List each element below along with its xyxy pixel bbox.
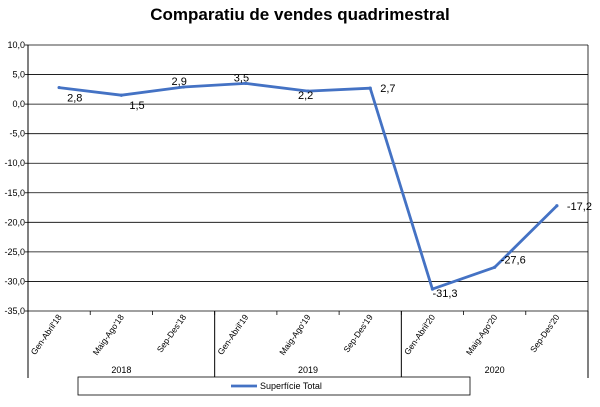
y-tick-label: 10,0 [7, 40, 25, 50]
data-label: 2,2 [298, 90, 313, 102]
y-tick-label: -35,0 [4, 306, 25, 316]
x-tick-label: Maig-Ago'20 [464, 312, 500, 357]
x-tick-label: Gen-Abril'18 [29, 312, 64, 356]
series-layer [57, 81, 559, 291]
data-label: 1,5 [129, 100, 144, 112]
legend-box [77, 376, 471, 396]
data-point [181, 85, 186, 89]
x-tick-label: Gen-Abril'19 [215, 312, 250, 356]
y-tick-label: -25,0 [4, 247, 25, 257]
x-tick-label: Sep-Des'20 [528, 312, 562, 354]
y-tick-label: -15,0 [4, 188, 25, 198]
data-label: 3,5 [234, 72, 249, 84]
data-point [555, 204, 559, 208]
data-labels: 2,8 1,5 2,9 3,5 2,2 2,7 -31,3 -27,6 -17,2 [67, 72, 592, 300]
x-group-label: 2019 [298, 365, 318, 375]
data-point [244, 81, 248, 86]
data-point [368, 86, 372, 90]
y-tick-label: 5,0 [12, 70, 25, 80]
gridlines [28, 44, 588, 312]
data-point [493, 265, 497, 269]
y-tick-label: -30,0 [4, 276, 25, 286]
data-point [119, 93, 123, 97]
data-label: -17,2 [567, 201, 592, 213]
x-tick-label: Gen-Abril'20 [402, 312, 437, 356]
data-label: 2,8 [67, 93, 82, 105]
y-tick-label: 0,0 [12, 99, 25, 109]
y-tick-label: -20,0 [4, 217, 25, 227]
x-group-label: 2020 [485, 365, 505, 375]
y-tick-label: -5,0 [9, 129, 25, 139]
x-tick-label: Maig-Ago'19 [277, 312, 313, 357]
data-label: 2,7 [380, 83, 395, 95]
series-line [57, 82, 559, 291]
x-tick-label: Maig-Ago'18 [91, 312, 127, 357]
data-point [306, 89, 310, 93]
legend: Superfície Total [77, 376, 471, 396]
data-point [57, 85, 61, 90]
y-tick-label: -10,0 [4, 158, 25, 168]
data-label: 2,9 [172, 76, 187, 88]
x-tick-label: Sep-Des'19 [341, 312, 375, 354]
data-point [430, 287, 435, 291]
legend-label: Superfície Total [260, 381, 322, 391]
data-label: -31,3 [432, 288, 457, 300]
x-group-label: 2018 [111, 365, 131, 375]
x-tick-label: Sep-Des'18 [155, 312, 189, 354]
chart-title: Comparatiu de vendes quadrimestral [150, 5, 449, 24]
data-label: -27,6 [501, 254, 526, 266]
